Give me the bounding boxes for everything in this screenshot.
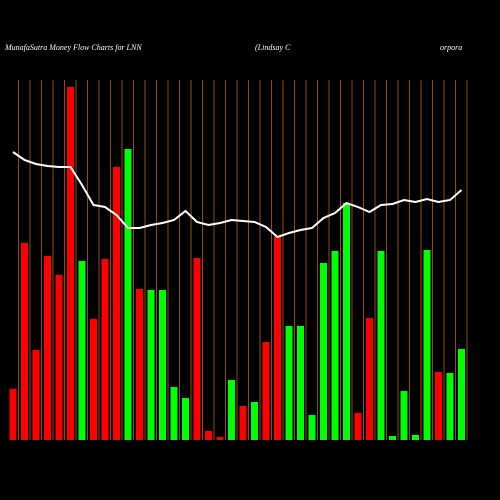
bar	[308, 415, 316, 440]
bar	[458, 349, 465, 440]
bar	[366, 318, 373, 440]
money-flow-line	[12, 151, 463, 239]
bar	[389, 436, 396, 440]
bar	[113, 167, 120, 440]
bar	[193, 258, 201, 440]
bar	[9, 389, 17, 440]
bar	[354, 413, 362, 440]
chart-subtitle: (Lindsay C	[255, 43, 291, 52]
bar	[67, 87, 74, 440]
bar	[274, 236, 281, 440]
bar	[44, 256, 51, 440]
bar	[320, 263, 327, 440]
bar	[124, 149, 132, 440]
bar	[21, 243, 28, 440]
bar	[170, 387, 178, 440]
bar	[239, 406, 247, 440]
bar	[136, 289, 143, 440]
bar	[423, 250, 431, 440]
bar	[262, 342, 270, 440]
bar	[285, 326, 293, 440]
bar	[182, 398, 189, 440]
bar	[55, 275, 63, 440]
bar	[78, 261, 86, 440]
bar	[159, 290, 166, 440]
bar	[343, 203, 350, 440]
bar	[377, 251, 385, 440]
bar	[251, 402, 258, 440]
bar	[205, 431, 212, 440]
bar	[32, 350, 40, 440]
bar	[90, 319, 97, 440]
bar	[331, 251, 339, 440]
bar	[147, 290, 155, 440]
bar	[435, 372, 442, 440]
chart-subtitle-tail: orpora	[440, 43, 462, 52]
bar	[446, 373, 454, 440]
chart-title: MunafaSutra Money Flow Charts for LNN	[4, 43, 142, 52]
bar	[412, 435, 419, 440]
bar	[400, 391, 408, 440]
bar	[101, 259, 109, 440]
bar	[297, 326, 304, 440]
bar	[216, 437, 224, 440]
bar	[228, 380, 235, 440]
